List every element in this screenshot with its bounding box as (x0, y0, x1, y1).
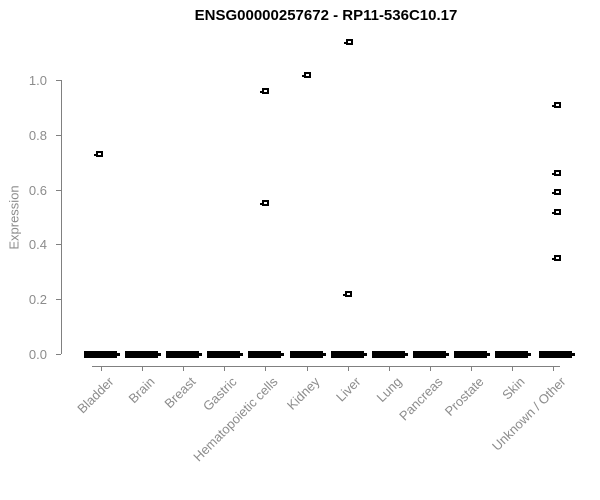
y-tick-label: 1.0 (28, 73, 47, 88)
data-point-marker (343, 38, 353, 45)
data-point-marker (260, 200, 270, 207)
x-axis-tick (142, 366, 144, 371)
x-axis-tick (101, 366, 102, 371)
data-point-marker (94, 150, 103, 157)
zero-cluster-bar (166, 350, 203, 358)
y-axis-tick (56, 134, 61, 136)
data-point-marker (552, 255, 562, 262)
x-axis-tick (265, 366, 267, 371)
x-axis-tick (347, 366, 349, 371)
y-axis-tick (56, 354, 61, 355)
chart-title: ENSG00000257672 - RP11-536C10.17 (194, 7, 458, 24)
zero-cluster-bar (207, 350, 244, 358)
zero-cluster-bar (539, 350, 576, 358)
y-tick-label: 0.8 (28, 127, 47, 143)
x-axis-tick (306, 366, 308, 371)
zero-cluster-bar (330, 350, 367, 358)
zero-cluster-bar (125, 350, 162, 358)
zero-cluster-bar (248, 350, 285, 358)
x-axis-tick (553, 366, 555, 371)
y-axis-tick (56, 244, 61, 246)
data-point-marker (342, 290, 352, 297)
y-tick-label: 0.6 (28, 182, 47, 198)
zero-cluster-bar (289, 350, 326, 358)
y-axis-tick (56, 80, 61, 81)
x-axis-tick (429, 366, 431, 371)
x-axis-tick (512, 366, 513, 371)
x-axis-tick (183, 366, 185, 371)
zero-cluster-bar (84, 350, 120, 358)
y-axis-tick (56, 189, 61, 191)
y-tick-label: 0.0 (28, 347, 47, 362)
data-point-marker (301, 71, 311, 78)
zero-cluster-bar (371, 350, 408, 358)
y-tick-label: 0.2 (28, 292, 47, 308)
data-point-marker (552, 170, 562, 177)
x-category-label: Unknown / Other (489, 374, 569, 454)
x-axis-tick (388, 366, 390, 371)
x-axis-tick (224, 366, 226, 371)
y-axis-tick (56, 299, 61, 301)
y-axis-label: Expression (6, 185, 22, 250)
y-tick-label: 0.4 (28, 237, 47, 253)
zero-cluster-bar (495, 350, 531, 358)
zero-cluster-bar (412, 350, 449, 358)
data-point-marker (260, 87, 270, 94)
data-point-marker (552, 101, 562, 108)
data-point-marker (552, 208, 562, 215)
x-axis-line (92, 366, 560, 367)
y-axis-line (61, 80, 62, 354)
x-axis-tick (470, 366, 472, 371)
data-point-marker (552, 189, 562, 196)
zero-cluster-bar (453, 350, 490, 358)
